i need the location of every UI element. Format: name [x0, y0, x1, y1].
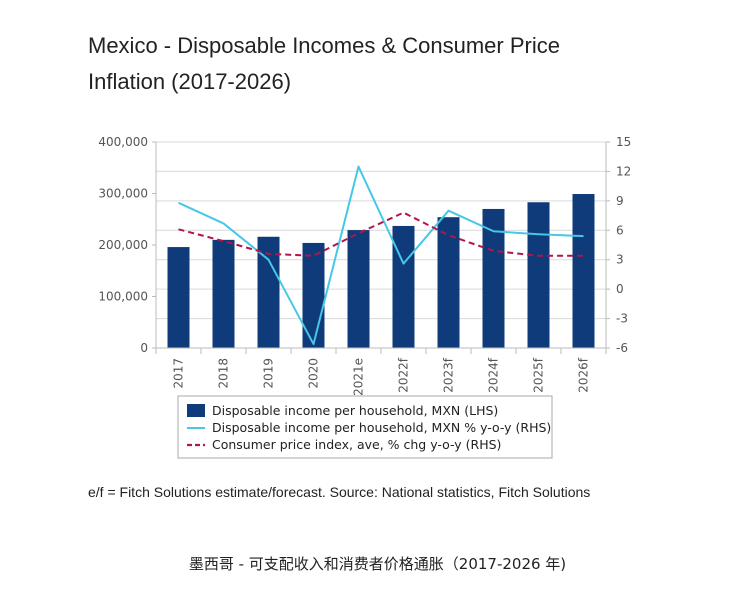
left-axis-ticks: 0 100,000 200,000 300,000 400,000 — [98, 135, 156, 355]
bar-2018 — [212, 239, 235, 348]
combo-chart: 0 100,000 200,000 300,000 400,000 -6 -3 0 3 6 9 12… — [98, 135, 631, 459]
right-tick-label: -3 — [616, 312, 628, 326]
x-tick-label-2018: 2018 — [217, 358, 231, 389]
chart-title: Mexico - Disposable Incomes & Consumer P… — [88, 28, 648, 100]
right-axis-ticks: -6 -3 0 3 6 9 12 15 — [606, 135, 631, 355]
x-axis-ticks: 2017 2018 2019 2020 2021e 2022f 2023f 2024f 2025… — [172, 357, 591, 396]
bar-2025f — [527, 202, 550, 348]
x-tick-label-2021e: 2021e — [352, 358, 366, 396]
chinese-caption: 墨西哥 - 可支配收入和消费者价格通胀（2017-2026 年) — [188, 555, 567, 573]
bar-2023f — [437, 217, 460, 348]
bar-2019 — [257, 236, 280, 348]
legend-label-cpi: Consumer price index, ave, % chg y-o-y (… — [212, 437, 501, 452]
line-series — [178, 165, 584, 346]
chart-title-line1: Mexico - Disposable Incomes & Consumer P… — [88, 33, 560, 58]
income-growth-line — [178, 165, 584, 346]
left-tick-label: 200,000 — [98, 238, 148, 252]
right-tick-label: 6 — [616, 223, 624, 237]
x-tick-label-2017: 2017 — [172, 358, 186, 389]
x-tick-label-2026f: 2026f — [577, 357, 591, 393]
right-tick-label: 15 — [616, 135, 631, 149]
left-tick-label: 100,000 — [98, 290, 148, 304]
x-tick-label-2024f: 2024f — [487, 357, 501, 393]
bar-2026f — [572, 194, 595, 348]
source-note: e/f = Fitch Solutions estimate/forecast.… — [88, 484, 591, 500]
right-tick-label: 3 — [616, 253, 624, 267]
x-tick-label-2020: 2020 — [307, 358, 321, 389]
legend-label-income-growth: Disposable income per household, MXN % y… — [212, 420, 551, 435]
legend-swatch-bar — [187, 404, 205, 417]
right-tick-label: 9 — [616, 194, 624, 208]
right-tick-label: -6 — [616, 341, 628, 355]
left-tick-label: 300,000 — [98, 187, 148, 201]
bar-2024f — [482, 208, 505, 348]
right-tick-label: 0 — [616, 282, 624, 296]
bar-2020 — [302, 242, 325, 348]
bar-2022f — [392, 225, 415, 348]
cpi-line — [178, 211, 584, 257]
left-tick-label: 400,000 — [98, 135, 148, 149]
x-tick-label-2025f: 2025f — [532, 357, 546, 393]
left-tick-label: 0 — [140, 341, 148, 355]
right-tick-label: 12 — [616, 164, 631, 178]
x-tick-label-2019: 2019 — [262, 358, 276, 389]
bar-series — [167, 194, 595, 348]
legend: Disposable income per household, MXN (LH… — [177, 395, 553, 459]
x-tick-label-2022f: 2022f — [397, 357, 411, 393]
legend-box — [177, 395, 553, 459]
chart-title-line2: Inflation (2017-2026) — [88, 69, 292, 94]
bar-2017 — [167, 247, 190, 348]
legend-label-income: Disposable income per household, MXN (LH… — [212, 403, 498, 418]
x-tick-label-2023f: 2023f — [442, 357, 456, 393]
bar-2021e — [347, 230, 370, 348]
